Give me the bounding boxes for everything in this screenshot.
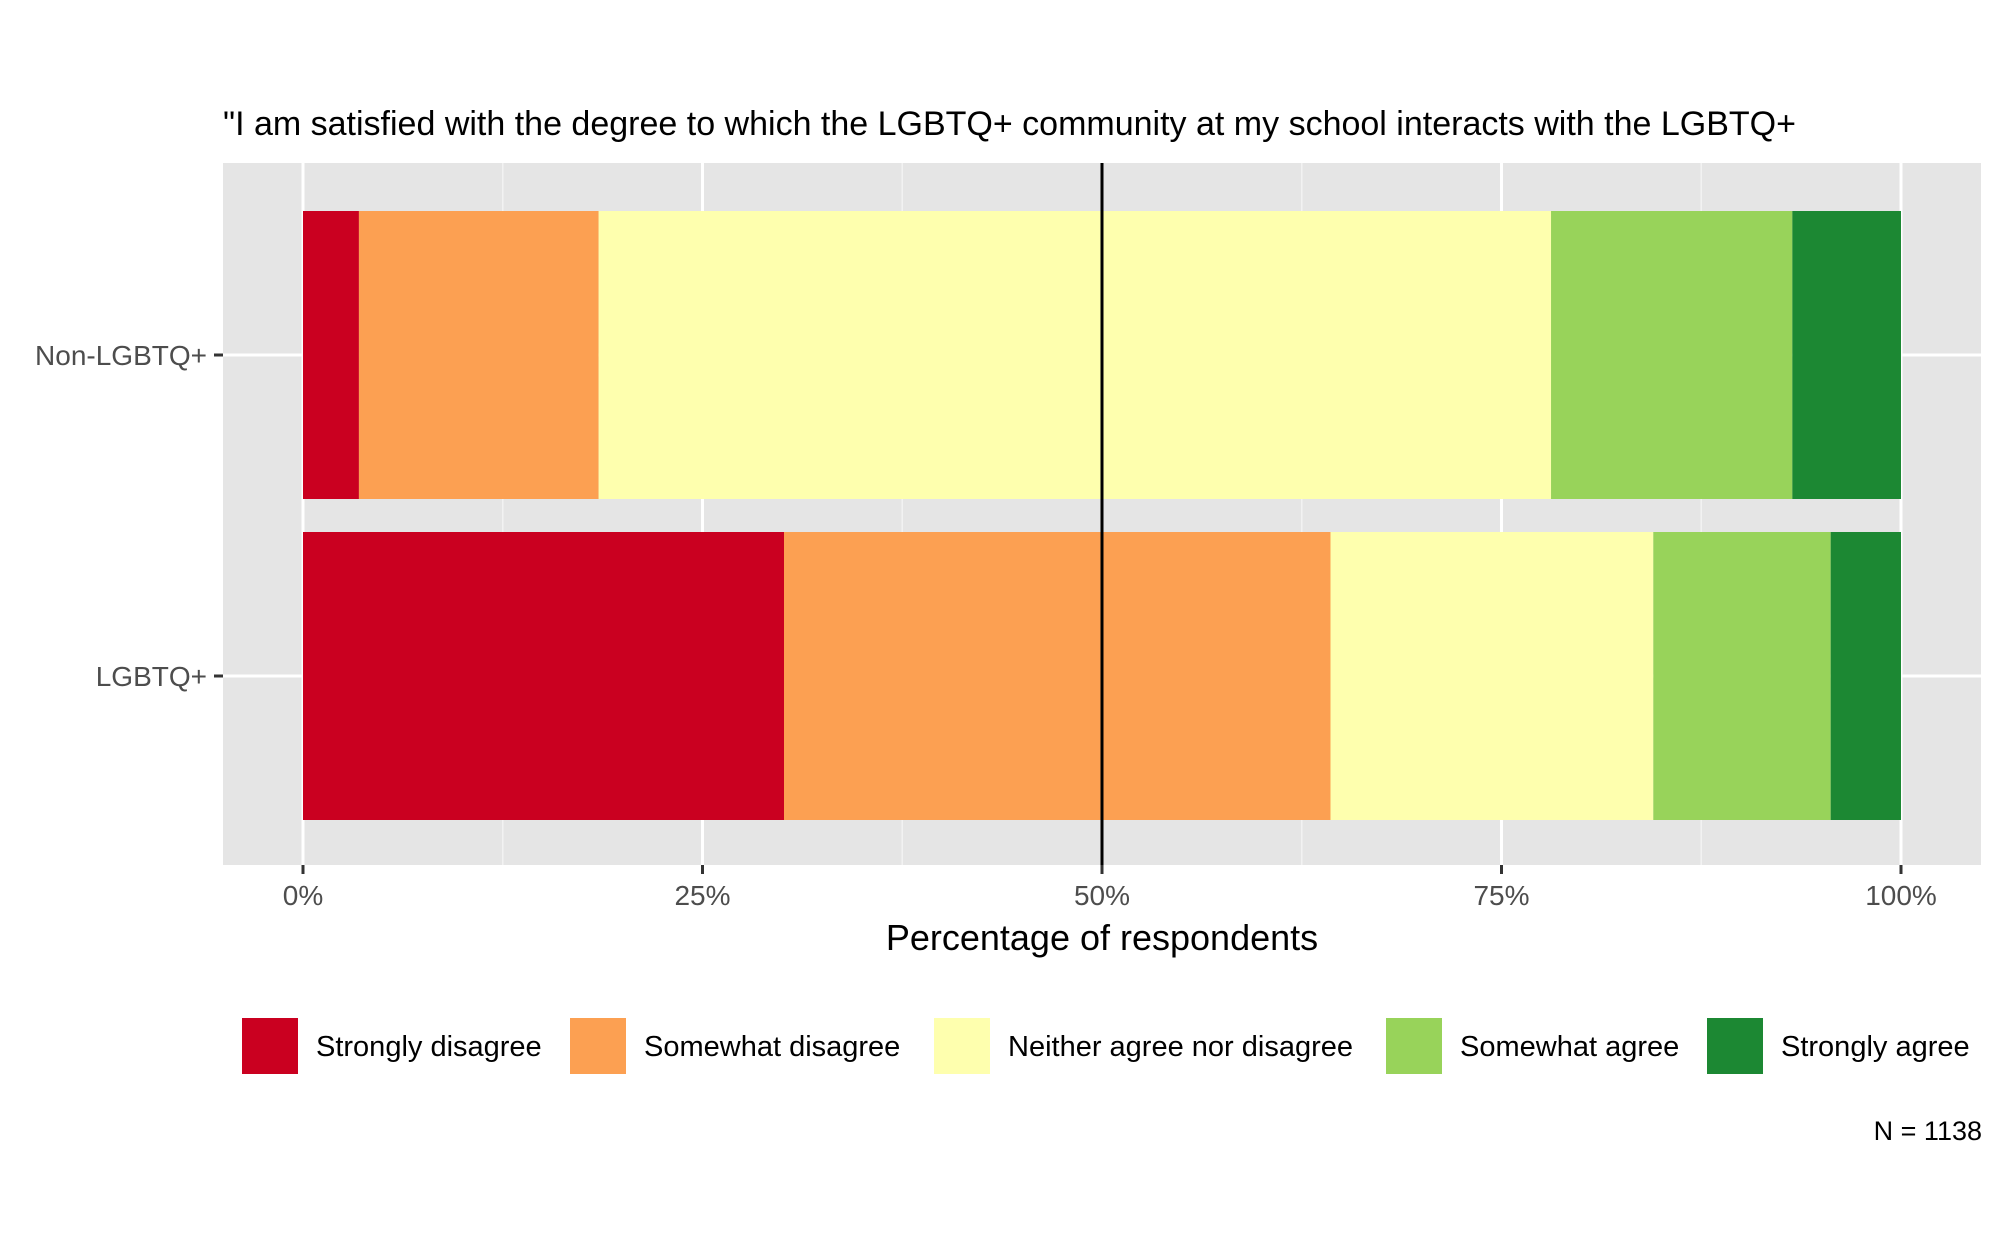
y-axis: Non-LGBTQ+ LGBTQ+ bbox=[35, 340, 223, 692]
x-tick-label: 100% bbox=[1865, 880, 1937, 911]
legend: Strongly disagree Somewhat disagree Neithe… bbox=[242, 1018, 1970, 1074]
bar-segment bbox=[1551, 211, 1793, 499]
legend-label: Strongly agree bbox=[1781, 1031, 1970, 1063]
x-tick-label: 0% bbox=[283, 880, 323, 911]
legend-label: Strongly disagree bbox=[316, 1031, 542, 1063]
legend-swatch bbox=[1707, 1018, 1763, 1074]
x-tick-label: 50% bbox=[1074, 880, 1130, 911]
bar-segment bbox=[303, 211, 359, 499]
bar-segment bbox=[1792, 211, 1901, 499]
bar-segment bbox=[358, 211, 599, 499]
bars bbox=[303, 211, 1901, 820]
bar-segment bbox=[598, 211, 1552, 499]
legend-label: Neither agree nor disagree bbox=[1008, 1031, 1353, 1063]
legend-label: Somewhat agree bbox=[1460, 1031, 1679, 1063]
bar-segment bbox=[1830, 532, 1901, 820]
legend-label: Somewhat disagree bbox=[644, 1031, 900, 1063]
y-tick-label: Non-LGBTQ+ bbox=[35, 340, 207, 371]
bar-segment bbox=[783, 532, 1331, 820]
x-axis: 0% 25% 50% 75% 100% bbox=[283, 865, 1937, 911]
legend-swatch bbox=[242, 1018, 298, 1074]
bar-segment bbox=[303, 532, 784, 820]
y-tick-label: LGBTQ+ bbox=[96, 661, 207, 692]
bar-segment bbox=[1330, 532, 1654, 820]
x-tick-label: 25% bbox=[674, 880, 730, 911]
legend-swatch bbox=[570, 1018, 626, 1074]
chart-title: "I am satisfied with the degree to which… bbox=[223, 105, 1796, 143]
legend-swatch bbox=[1386, 1018, 1442, 1074]
bar-segment bbox=[1653, 532, 1831, 820]
x-axis-title: Percentage of respondents bbox=[886, 917, 1318, 958]
legend-swatch bbox=[934, 1018, 990, 1074]
caption: N = 1138 bbox=[1874, 1116, 1982, 1146]
x-tick-label: 75% bbox=[1473, 880, 1529, 911]
